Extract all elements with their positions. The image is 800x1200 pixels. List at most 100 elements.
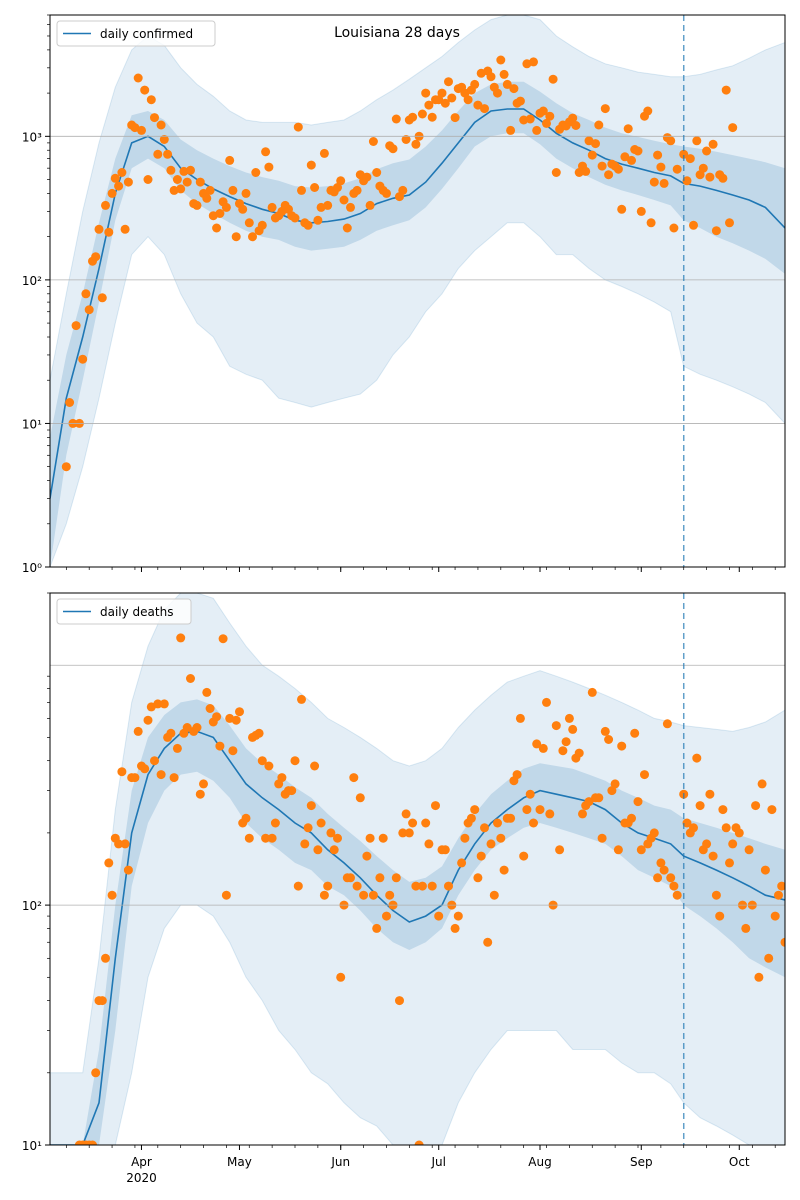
- data-point: [515, 713, 525, 723]
- data-point: [417, 109, 427, 119]
- data-point: [404, 828, 414, 838]
- data-point: [261, 833, 271, 843]
- data-point: [496, 55, 506, 65]
- legend-box: [56, 598, 192, 625]
- data-point: [372, 168, 382, 177]
- data-point: [368, 137, 378, 146]
- data-point: [303, 220, 313, 230]
- data-point: [636, 206, 646, 216]
- data-point: [493, 818, 502, 828]
- data-point: [202, 687, 212, 697]
- data-point: [107, 188, 117, 198]
- data-point: [718, 805, 728, 815]
- data-point: [120, 839, 130, 849]
- data-point: [597, 161, 607, 171]
- data-point: [515, 96, 525, 106]
- legend: daily confirmed: [56, 20, 216, 47]
- data-point: [777, 881, 785, 891]
- data-point: [140, 85, 150, 95]
- data-point: [682, 818, 692, 828]
- data-point: [486, 72, 496, 82]
- data-point: [653, 150, 663, 160]
- data-point: [568, 724, 578, 734]
- data-point: [489, 890, 499, 900]
- data-point: [698, 163, 708, 173]
- data-point: [437, 88, 447, 98]
- data-point: [391, 114, 401, 124]
- data-point: [293, 881, 303, 891]
- data-point: [672, 890, 682, 900]
- data-point: [617, 741, 627, 751]
- data-point: [506, 125, 516, 135]
- data-point: [679, 149, 689, 159]
- data-point: [408, 818, 418, 828]
- data-point: [466, 813, 476, 823]
- data-point: [685, 154, 695, 164]
- data-point: [104, 858, 114, 868]
- data-point: [760, 865, 770, 875]
- data-point: [764, 953, 774, 963]
- data-point: [669, 223, 679, 233]
- data-point: [636, 845, 646, 855]
- data-point: [133, 73, 143, 83]
- data-point: [192, 723, 202, 732]
- data-point: [339, 195, 349, 205]
- data-point: [754, 972, 764, 982]
- x-tick-label: Apr: [131, 1155, 152, 1169]
- data-point: [689, 823, 698, 833]
- data-point: [499, 69, 509, 79]
- data-point: [551, 168, 561, 177]
- data-point: [212, 712, 222, 722]
- x-tick-label: Jun: [330, 1155, 350, 1169]
- data-point: [163, 149, 173, 159]
- data-point: [166, 165, 176, 175]
- legend-label: daily deaths: [100, 605, 173, 619]
- data-point: [470, 805, 480, 815]
- data-point: [476, 851, 486, 861]
- data-point: [120, 224, 130, 234]
- data-point: [137, 125, 146, 135]
- series-line: [50, 730, 785, 1145]
- data-point: [150, 113, 159, 123]
- data-point: [293, 122, 303, 132]
- data-point: [578, 809, 587, 819]
- data-point: [502, 79, 512, 89]
- data-point: [306, 801, 316, 811]
- x-year-label: 2020: [126, 1171, 157, 1185]
- data-point: [424, 100, 434, 110]
- y-tick-label: 10¹: [22, 417, 42, 431]
- data-point: [261, 147, 271, 157]
- data-point: [473, 100, 483, 110]
- data-point: [672, 164, 682, 174]
- data-point: [91, 1068, 101, 1078]
- data-point: [718, 173, 728, 183]
- data-point: [159, 699, 169, 709]
- data-point: [101, 200, 110, 210]
- data-point: [221, 202, 231, 212]
- data-point: [659, 865, 669, 875]
- data-point: [123, 177, 133, 187]
- data-point: [427, 112, 437, 122]
- data-point: [695, 801, 705, 811]
- data-point: [506, 813, 516, 823]
- data-point: [195, 789, 205, 799]
- data-point: [728, 123, 738, 133]
- data-point: [421, 88, 431, 98]
- x-tick-label: May: [227, 1155, 252, 1169]
- data-point: [653, 873, 663, 883]
- data-point: [323, 881, 333, 891]
- data-point: [594, 793, 604, 803]
- data-point: [551, 721, 561, 731]
- data-point: [153, 699, 163, 709]
- data-point: [88, 1140, 97, 1145]
- data-point: [493, 88, 502, 98]
- series-line: [50, 108, 785, 499]
- data-point: [450, 113, 460, 123]
- data-point: [195, 177, 205, 187]
- data-point: [323, 200, 333, 210]
- data-point: [656, 162, 666, 172]
- data-point: [186, 674, 195, 683]
- axes-frame: [49, 592, 786, 1146]
- data-point: [182, 723, 192, 732]
- x-tick-label: Jul: [430, 1155, 445, 1169]
